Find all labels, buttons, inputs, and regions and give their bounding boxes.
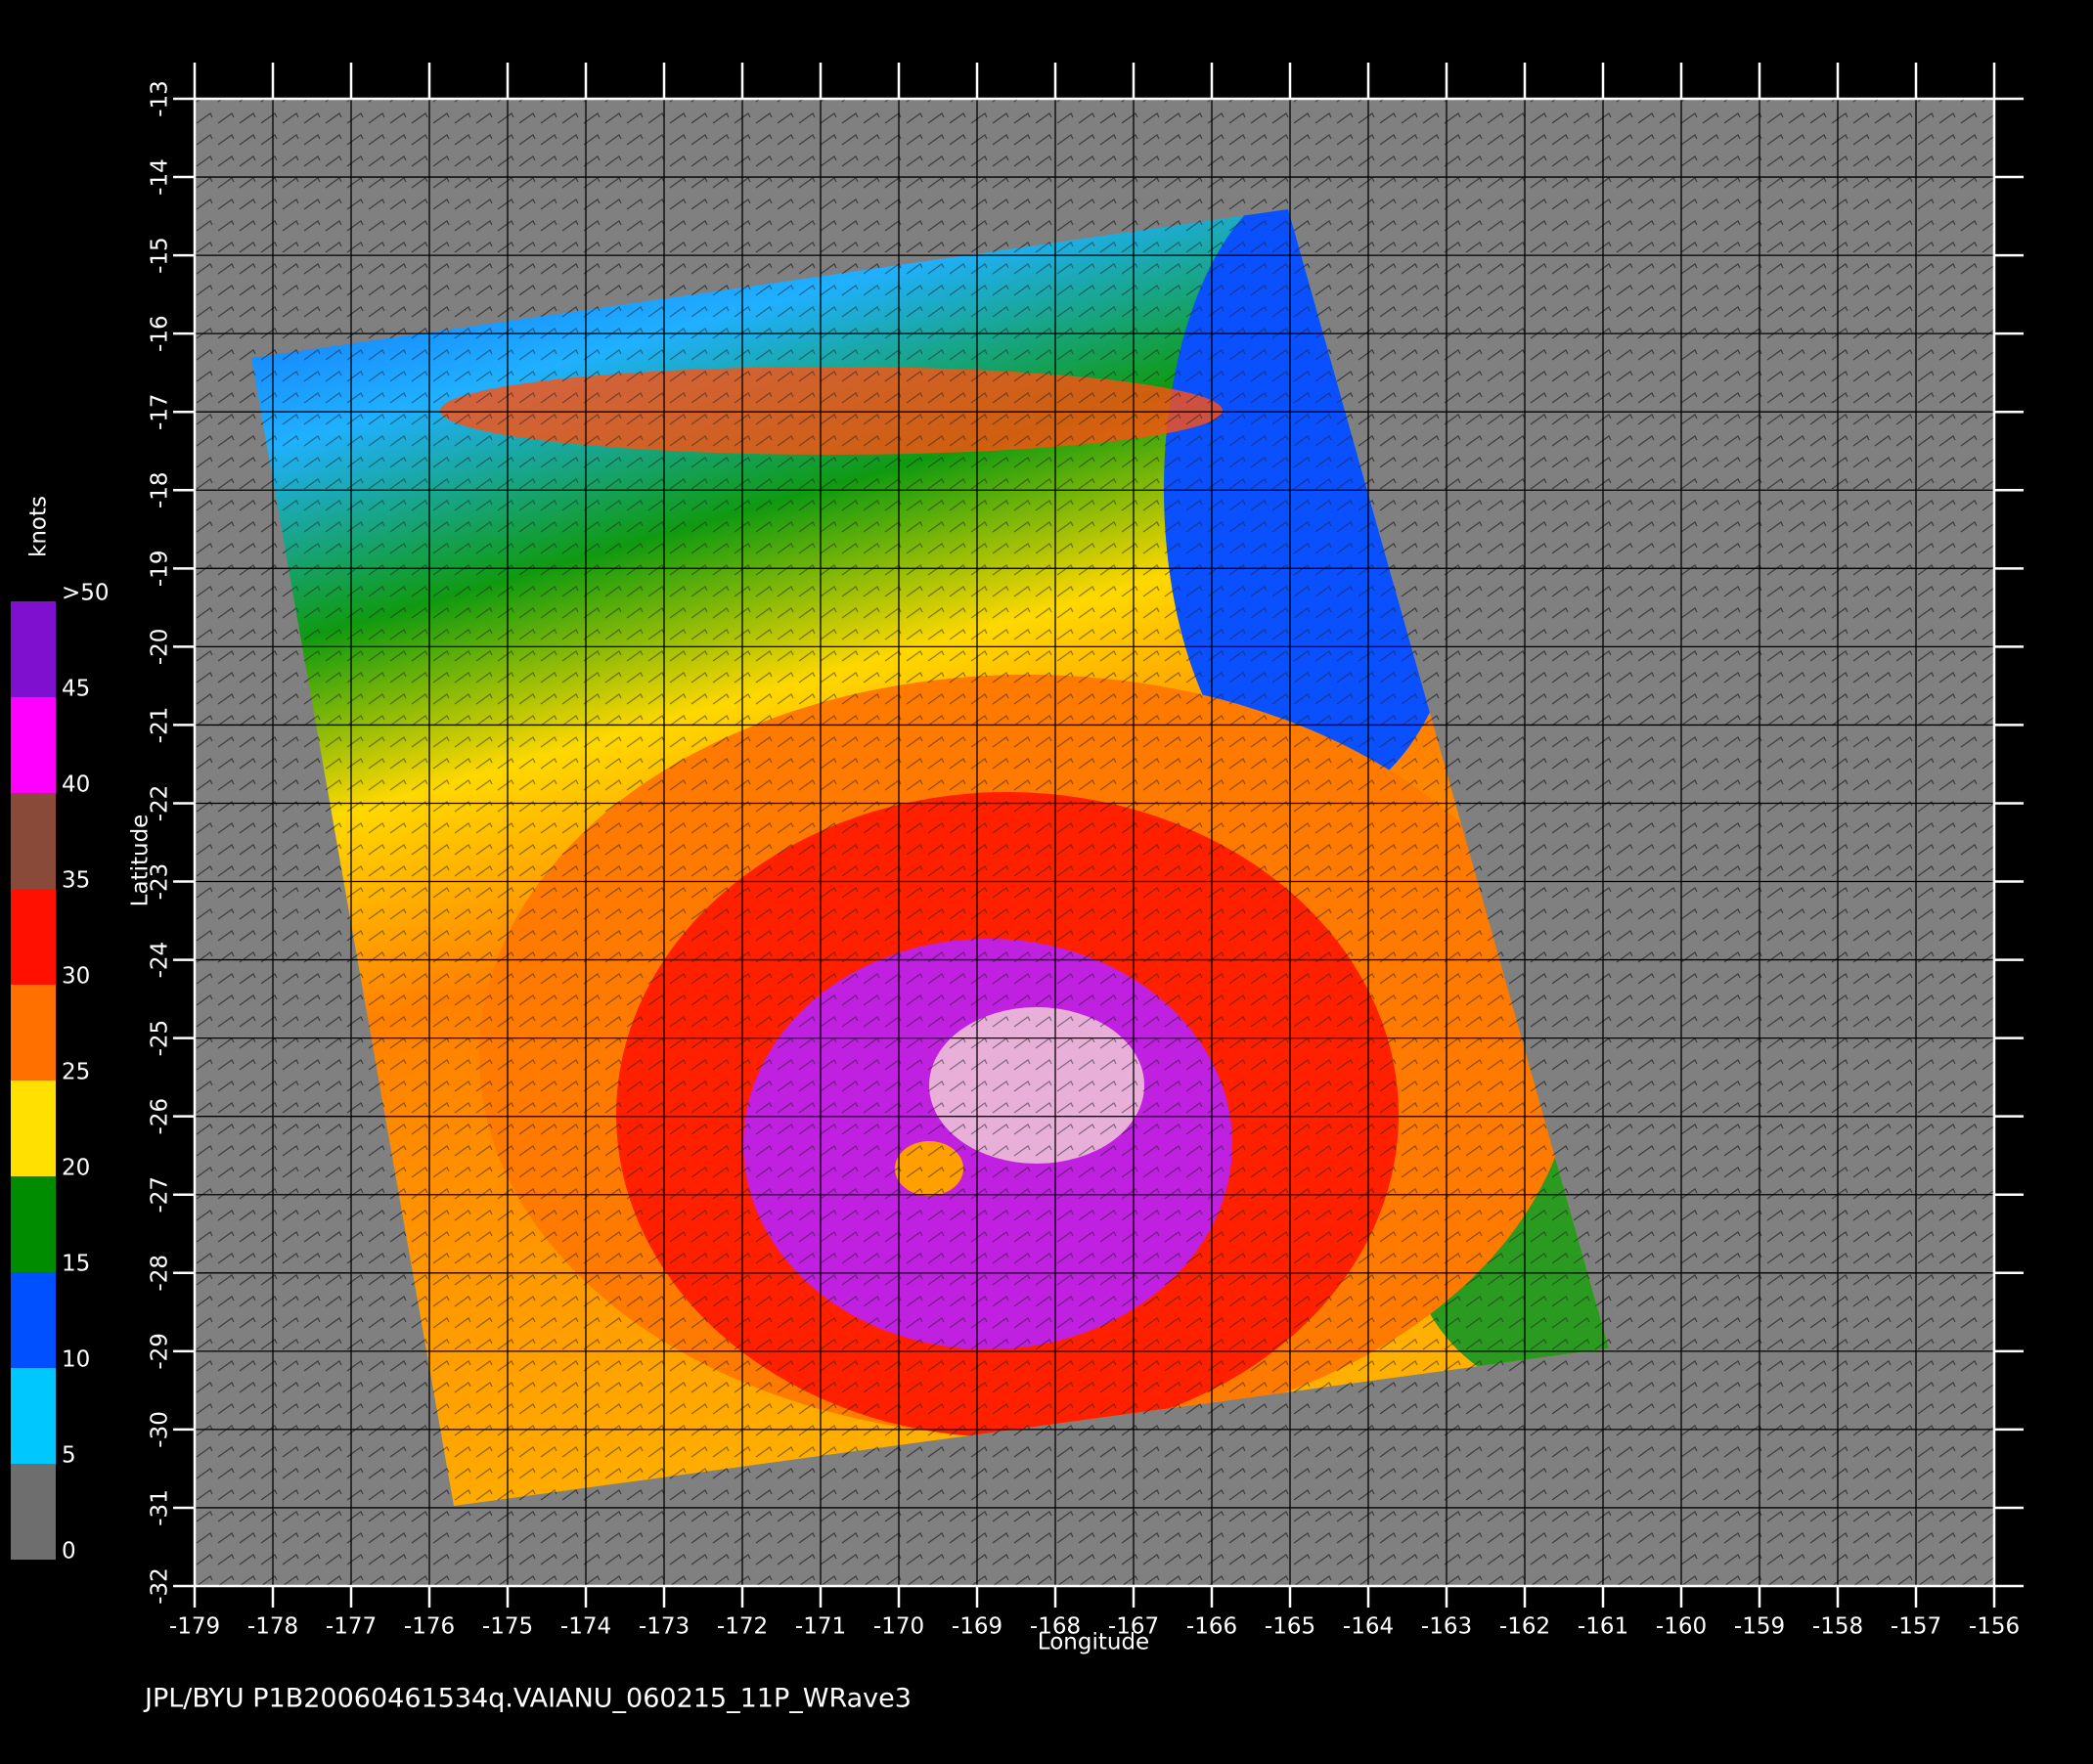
colorbar-band [11,1176,56,1272]
y-tick-label: -15 [148,237,173,274]
y-tick-label: -21 [148,707,173,744]
colorbar-tick-label: >50 [62,581,110,606]
colorbar-band [11,793,56,889]
x-tick-label: -179 [169,1614,220,1640]
colorbar-tick-label: 0 [62,1539,76,1565]
x-tick-label: -177 [326,1614,377,1640]
x-tick-label: -175 [482,1614,533,1640]
y-tick-label: -18 [148,471,173,508]
plot-frame [193,97,1996,1588]
colorbar-tick-label: 40 [62,772,90,798]
x-tick-label: -176 [404,1614,455,1640]
y-tick-label: -24 [148,942,173,979]
y-tick-label: -25 [148,1020,173,1057]
x-tick-label: -166 [1186,1614,1237,1640]
x-tick-label: -160 [1656,1614,1707,1640]
y-tick-label: -14 [148,158,173,196]
colorbar-tick-label: 45 [62,677,90,702]
x-tick-label: -173 [639,1614,690,1640]
x-tick-label: -171 [795,1614,846,1640]
x-tick-label: -157 [1891,1614,1941,1640]
x-tick-label: -174 [560,1614,611,1640]
colorbar-tick-label: 25 [62,1060,90,1085]
colorbar-band [11,1272,56,1368]
y-tick-label: -16 [148,315,173,352]
footer: JPL/BYU P1B20060461534q.VAIANU_060215_11… [143,1684,912,1714]
y-tick-label: -32 [148,1567,173,1605]
colorbar-tick-label: 15 [62,1252,90,1277]
colorbar-band [11,1080,56,1176]
colorbar-tick-label: 10 [62,1347,90,1373]
x-tick-label: -158 [1812,1614,1863,1640]
y-tick-label: -17 [148,393,173,430]
colorbar-band [11,697,56,793]
y-tick-label: -27 [148,1176,173,1213]
x-tick-label: -168 [1030,1614,1081,1640]
y-tick-label: -31 [148,1489,173,1526]
colorbar-label: knots [26,496,52,557]
x-tick-label: -159 [1734,1614,1785,1640]
y-tick-label: -19 [148,551,173,588]
x-tick-label: -165 [1265,1614,1315,1640]
y-tick-label: -20 [148,629,173,666]
y-tick-label: -26 [148,1098,173,1135]
x-tick-label: -178 [247,1614,298,1640]
colorbar-tick-label: 30 [62,964,90,990]
wind-swath [251,209,1609,1506]
y-tick-label: -28 [148,1255,173,1292]
colorbar-tick-label: 5 [62,1443,76,1469]
x-tick-label: -169 [952,1614,1002,1640]
colorbar-band [11,601,56,697]
colorbar-band [11,889,56,985]
colorbar-band [11,1464,56,1560]
colorbar-band [11,985,56,1080]
x-tick-label: -163 [1421,1614,1472,1640]
colorbar-tick-label: 35 [62,868,90,894]
x-tick-label: -162 [1499,1614,1550,1640]
y-tick-label: -22 [148,785,173,822]
x-tick-label: -164 [1343,1614,1394,1640]
x-tick-label: -170 [873,1614,924,1640]
x-tick-label: -172 [717,1614,768,1640]
y-tick-label: -23 [148,863,173,901]
y-tick-label: -29 [148,1333,173,1370]
colorbar-tick-label: 20 [62,1156,90,1181]
x-tick-label: -167 [1108,1614,1159,1640]
colorbar-band [11,1368,56,1464]
x-axis-label: Longitude [1038,1630,1149,1655]
y-axis-label: Latitude [128,815,154,907]
y-tick-label: -13 [148,80,173,117]
y-tick-label: -30 [148,1411,173,1448]
x-tick-label: -161 [1578,1614,1628,1640]
x-tick-label: -156 [1969,1614,2020,1640]
